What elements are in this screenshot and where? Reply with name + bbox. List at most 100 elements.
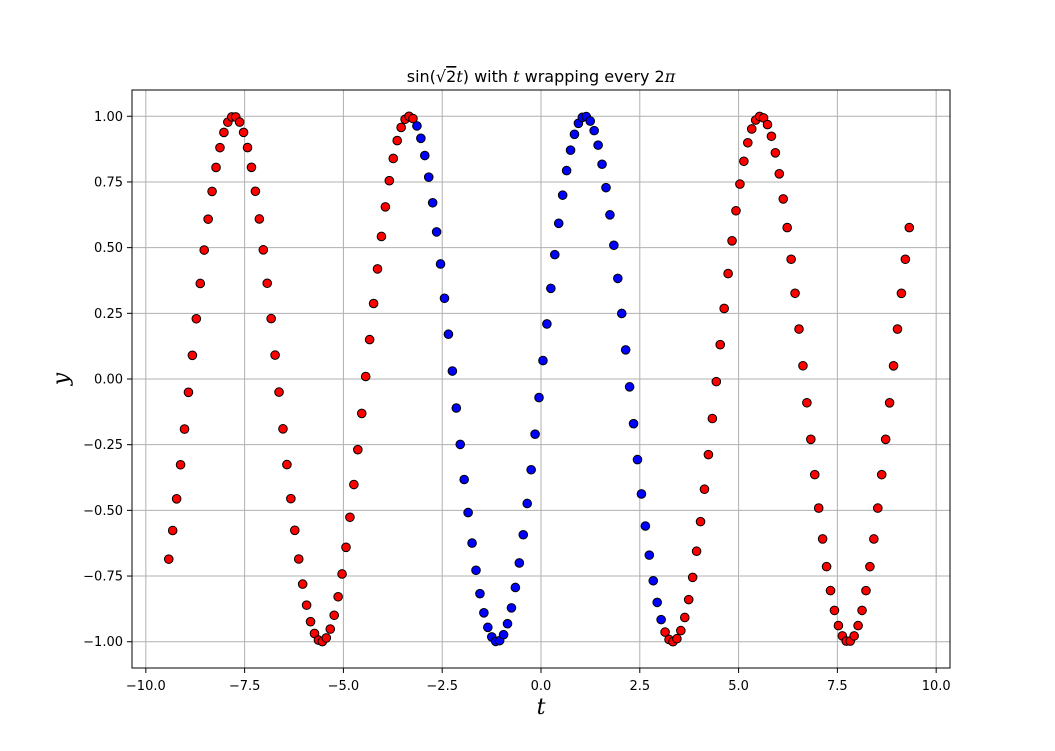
data-point-series-0: [199, 245, 209, 255]
data-point-series-1: [506, 603, 517, 613]
data-point-series-1: [526, 464, 536, 475]
x-tick-label: 7.5: [827, 679, 848, 694]
data-point-series-1: [542, 319, 552, 329]
data-point-series-2: [766, 131, 777, 142]
data-point-series-1: [565, 145, 576, 155]
data-point-series-0: [219, 127, 229, 138]
data-point-series-2: [857, 605, 867, 616]
data-point-series-2: [691, 546, 702, 557]
x-axis-ticks: −10.0 −7.5 −5.0 −2.5 0.0 2.5 5.0 7.5 10.0: [126, 668, 951, 694]
data-point-series-2: [672, 633, 682, 644]
data-point-series-1: [589, 125, 599, 136]
data-point-series-2: [739, 156, 749, 167]
data-point-series-1: [640, 521, 651, 531]
data-point-series-2: [719, 303, 729, 314]
data-point-series-0: [364, 334, 375, 345]
data-point-series-2: [888, 361, 899, 371]
x-tick-label: 0.0: [531, 679, 552, 694]
data-point-series-2: [806, 434, 816, 445]
data-point-series-1: [419, 150, 430, 161]
y-tick-label: −0.50: [83, 504, 123, 519]
data-point-series-1: [498, 629, 509, 640]
data-point-series-1: [427, 197, 438, 208]
data-point-series-1: [483, 622, 493, 633]
data-point-series-2: [853, 620, 863, 631]
data-point-series-0: [290, 525, 300, 536]
data-point-series-1: [522, 498, 533, 509]
data-point-series-2: [707, 413, 718, 424]
data-point-series-0: [211, 162, 221, 173]
data-point-series-0: [341, 542, 351, 553]
data-point-series-1: [628, 418, 639, 429]
data-point-series-0: [321, 633, 332, 643]
x-tick-label: −2.5: [426, 679, 458, 694]
data-point-series-2: [794, 324, 804, 334]
data-point-series-2: [699, 484, 710, 495]
data-point-series-2: [876, 469, 887, 480]
data-point-series-0: [329, 610, 339, 621]
data-point-series-0: [368, 298, 379, 309]
data-point-series-0: [333, 591, 343, 602]
data-point-series-1: [514, 558, 525, 568]
data-point-series-2: [833, 620, 844, 631]
data-point-series-2: [790, 288, 800, 299]
data-point-series-2: [782, 222, 792, 233]
data-point-series-1: [569, 129, 580, 140]
chart-title: sin(√2t) with t wrapping every 2π: [407, 67, 676, 86]
data-point-series-0: [286, 493, 296, 504]
data-point-series-0: [215, 142, 225, 153]
data-point-series-0: [301, 600, 312, 610]
data-point-series-2: [743, 137, 753, 148]
data-point-series-1: [538, 355, 548, 366]
data-point-series-1: [597, 159, 607, 170]
data-point-series-1: [463, 507, 473, 518]
data-point-series-2: [711, 376, 722, 387]
x-tick-label: 5.0: [728, 679, 749, 694]
y-axis-label: y: [49, 372, 74, 386]
data-point-series-0: [266, 313, 276, 324]
data-point-series-2: [770, 148, 781, 158]
y-tick-label: 0.00: [94, 373, 123, 388]
data-point-series-1: [656, 614, 666, 625]
data-point-series-2: [880, 434, 891, 445]
data-point-series-2: [703, 449, 714, 460]
data-point-series-1: [553, 218, 564, 229]
y-axis-ticks: −1.00 −0.75 −0.50 −0.25 0.00 0.25 0.50 0.75 1.00: [83, 110, 132, 650]
data-point-series-2: [829, 605, 840, 616]
data-point-series-1: [479, 608, 489, 618]
data-point-series-1: [605, 210, 615, 220]
data-point-series-1: [471, 565, 481, 576]
data-point-series-1: [624, 382, 635, 392]
data-point-series-0: [167, 525, 178, 536]
y-tick-label: 0.25: [94, 307, 123, 322]
data-point-series-1: [451, 403, 462, 413]
data-point-series-1: [455, 439, 466, 450]
data-point-series-2: [687, 572, 698, 583]
data-point-series-2: [825, 585, 836, 596]
data-point-series-0: [234, 117, 245, 127]
data-point-series-0: [356, 408, 367, 419]
data-point-series-0: [282, 459, 292, 470]
data-point-series-1: [416, 133, 426, 144]
data-point-series-0: [179, 424, 190, 434]
x-tick-label: −7.5: [229, 679, 261, 694]
data-point-series-1: [412, 121, 422, 131]
data-point-series-1: [423, 172, 434, 182]
data-point-series-2: [872, 503, 883, 513]
data-point-series-0: [408, 113, 418, 124]
data-point-series-0: [360, 371, 371, 382]
x-axis-label: t: [537, 695, 546, 720]
data-point-series-1: [439, 293, 450, 304]
data-point-series-1: [443, 329, 454, 340]
data-point-series-2: [723, 268, 733, 279]
data-point-series-1: [435, 259, 446, 269]
data-point-series-1: [652, 597, 662, 608]
y-tick-label: 1.00: [94, 110, 123, 125]
data-point-series-2: [774, 169, 785, 179]
data-point-series-1: [546, 283, 556, 294]
data-point-series-0: [278, 424, 288, 434]
data-point-series-1: [510, 582, 521, 593]
data-point-series-0: [337, 569, 347, 579]
data-point-series-0: [163, 554, 174, 564]
